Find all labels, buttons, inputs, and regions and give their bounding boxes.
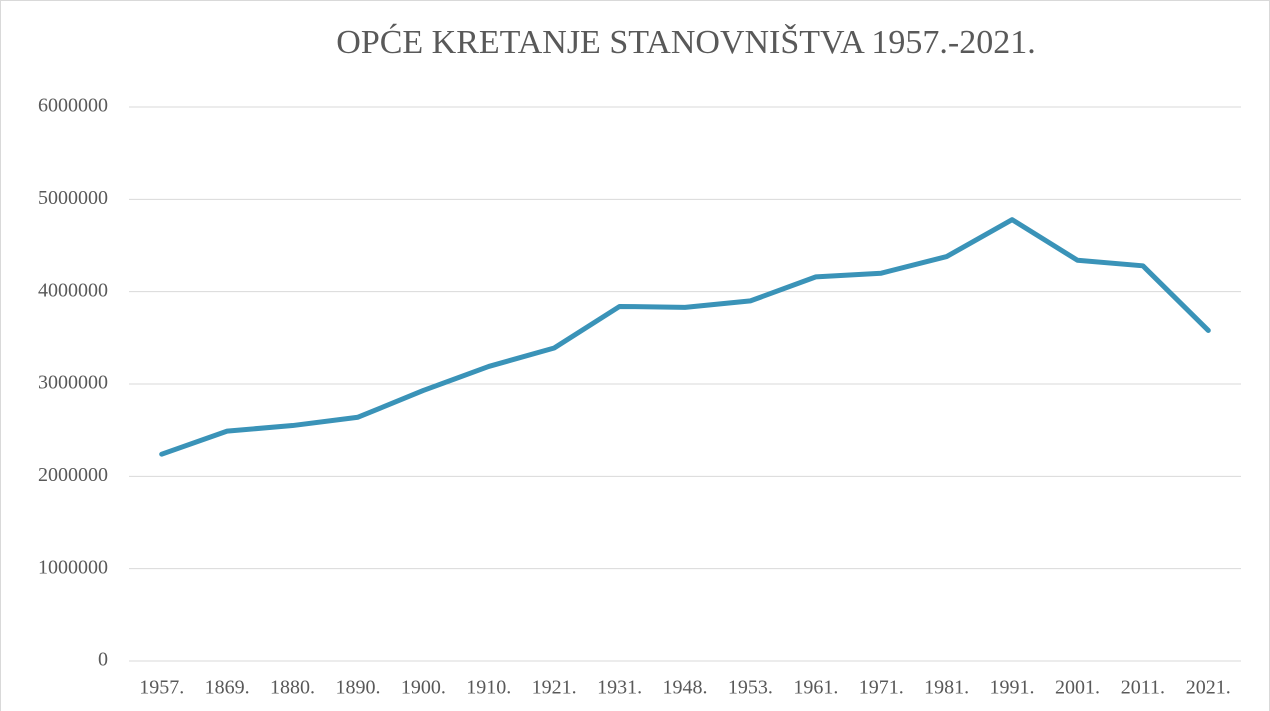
data-line — [159, 217, 1211, 457]
x-tick-label: 1957. — [139, 677, 184, 699]
x-tick-label: 1900. — [401, 677, 446, 699]
x-tick-label: 1961. — [793, 677, 838, 699]
x-tick-label: 2011. — [1121, 677, 1165, 699]
x-tick-label: 1981. — [924, 677, 969, 699]
y-tick-label: 2000000 — [38, 464, 108, 486]
y-tick-label: 3000000 — [38, 372, 108, 394]
y-tick-label: 1000000 — [38, 556, 108, 578]
x-tick-label: 1890. — [335, 677, 380, 699]
y-tick-label: 6000000 — [38, 95, 108, 117]
y-tick-label: 4000000 — [38, 279, 108, 301]
x-tick-label: 1971. — [859, 677, 904, 699]
x-tick-label: 1991. — [990, 677, 1035, 699]
x-tick-label: 1910. — [466, 677, 511, 699]
x-tick-label: 2001. — [1055, 677, 1100, 699]
x-tick-label: 1880. — [270, 677, 315, 699]
x-tick-label: 2021. — [1186, 677, 1231, 699]
x-tick-label: 1921. — [532, 677, 577, 699]
y-tick-label: 0 — [98, 649, 108, 671]
chart-title: OPĆE KRETANJE STANOVNIŠTVA 1957.-2021. — [336, 23, 1035, 61]
y-tick-label: 5000000 — [38, 187, 108, 209]
x-tick-label: 1869. — [205, 677, 250, 699]
x-tick-label: 1948. — [663, 677, 708, 699]
x-tick-label: 1953. — [728, 677, 773, 699]
x-tick-label: 1931. — [597, 677, 642, 699]
